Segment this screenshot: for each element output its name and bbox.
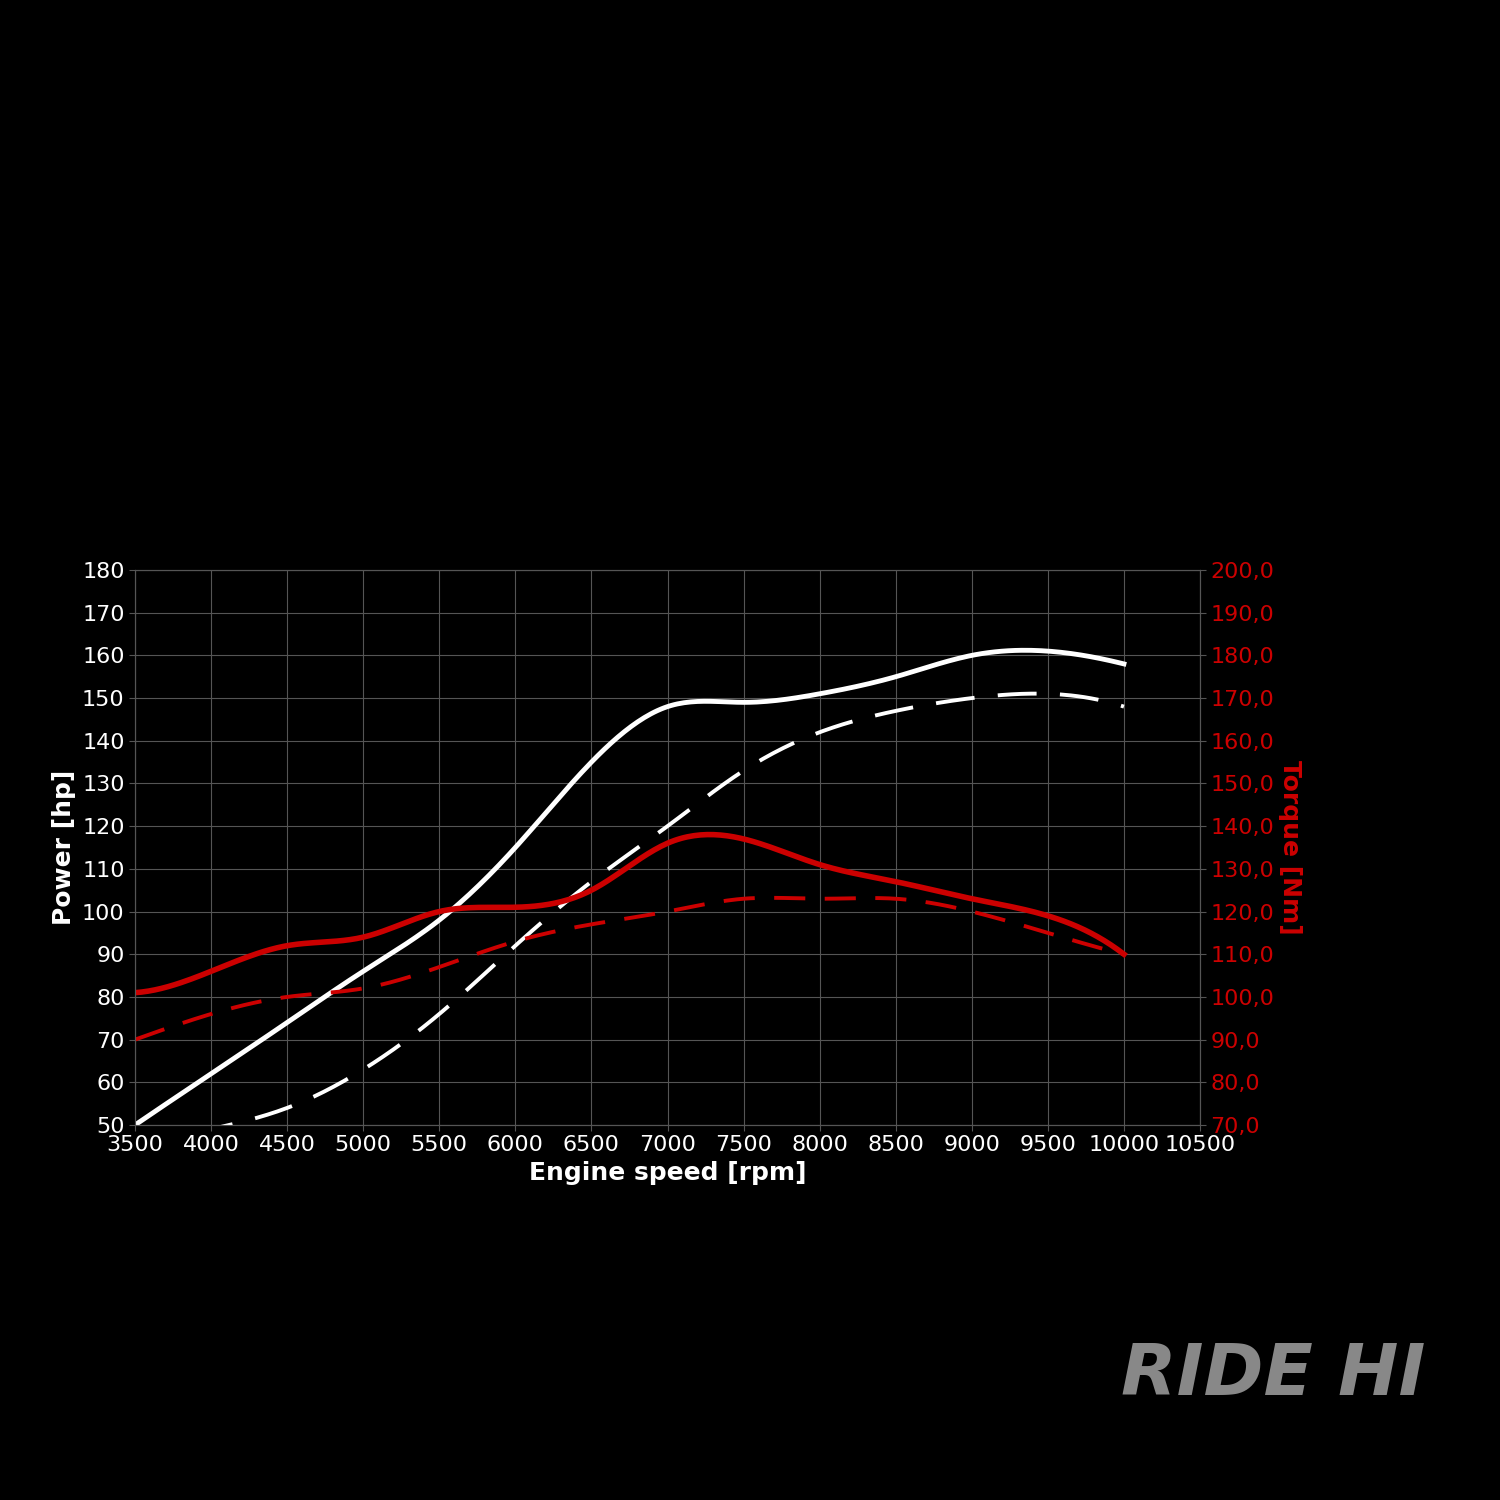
Y-axis label: Power [hp]: Power [hp] <box>53 770 76 926</box>
Y-axis label: Torque [Nm]: Torque [Nm] <box>1278 760 1302 934</box>
Text: RIDE HI: RIDE HI <box>1120 1341 1425 1410</box>
X-axis label: Engine speed [rpm]: Engine speed [rpm] <box>528 1161 807 1185</box>
